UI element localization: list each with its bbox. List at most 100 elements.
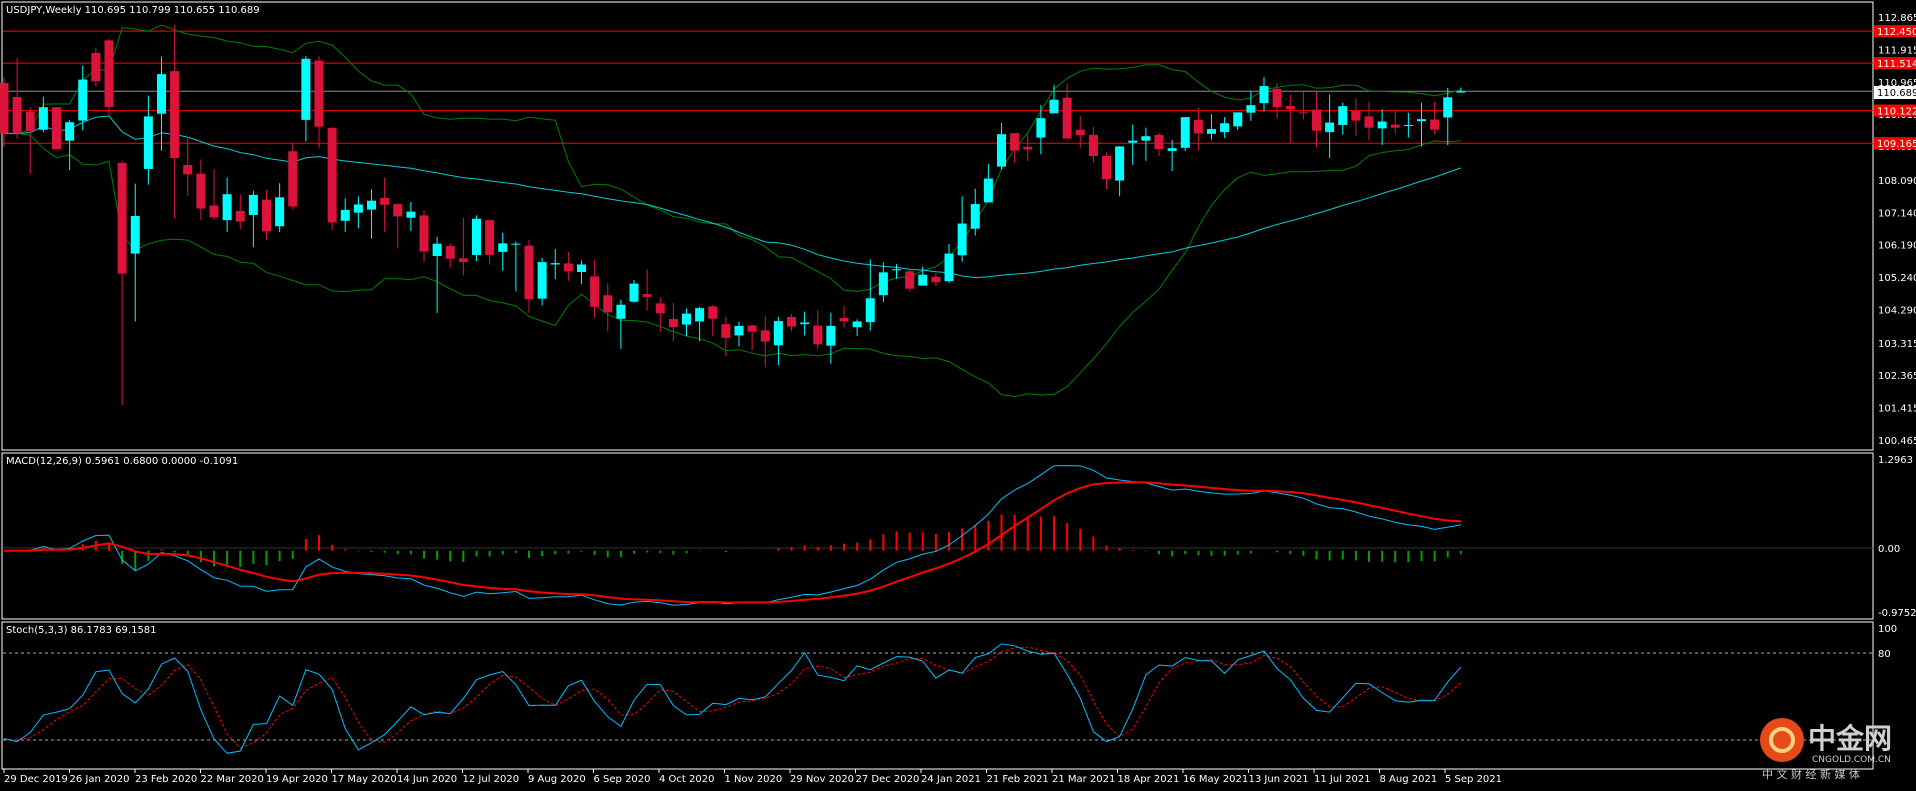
candle-body: [892, 269, 901, 271]
candle-body: [1062, 97, 1072, 139]
price-tag-0: 112.450: [1877, 27, 1916, 38]
candle-body: [170, 71, 180, 159]
time-label-2: 23 Feb 2020: [135, 774, 197, 785]
candle-body: [787, 317, 796, 327]
candle-body: [537, 262, 547, 299]
price-axis: 112.865111.915110.965110.015109.090108.0…: [1878, 13, 1916, 447]
candle-body: [878, 272, 888, 296]
time-label-3: 22 Mar 2020: [201, 774, 264, 785]
candle-body: [353, 204, 363, 213]
time-label-4: 19 Apr 2020: [266, 774, 328, 785]
time-label-19: 13 Jun 2021: [1249, 774, 1309, 785]
bollinger-lower: [4, 133, 1461, 398]
symbol-info-label: USDJPY,Weekly 110.695 110.799 110.655 11…: [6, 5, 260, 16]
candle-body: [143, 116, 153, 169]
candle-body: [485, 220, 495, 255]
candle-body: [1088, 134, 1098, 157]
price-tag-bg-2: [1874, 104, 1916, 117]
candle-body: [222, 194, 232, 221]
time-label-5: 17 May 2020: [332, 774, 397, 785]
candle-body: [65, 122, 75, 141]
candle-body: [301, 58, 311, 120]
candle-body: [314, 60, 324, 127]
bollinger-upper: [4, 24, 1462, 292]
candle-body: [1377, 121, 1387, 129]
candle-body: [209, 205, 219, 218]
macd-level-top: 1.2963: [1878, 455, 1913, 466]
time-label-10: 4 Oct 2020: [659, 774, 714, 785]
candle-body: [865, 298, 875, 323]
price-level-13: 100.465: [1878, 436, 1916, 447]
time-label-7: 12 Jul 2020: [463, 774, 520, 785]
candle-body: [52, 107, 61, 150]
candle-body: [1036, 118, 1046, 138]
candle-body: [498, 243, 508, 252]
candle-body: [682, 313, 691, 325]
price-tag-2: 110.122: [1877, 107, 1916, 118]
candle-body: [603, 295, 613, 313]
candle-body: [1220, 123, 1230, 133]
candle-body: [406, 211, 416, 218]
cngold-logo-icon: [1760, 718, 1804, 762]
price-tag-3: 109.165: [1877, 139, 1916, 150]
candle-body: [983, 178, 993, 203]
candle-body: [1272, 88, 1282, 108]
candle-body: [1128, 140, 1138, 143]
candle-body: [117, 162, 127, 274]
candle-body: [1443, 97, 1453, 118]
price-level-2: 110.965: [1878, 78, 1916, 89]
candle-body: [708, 306, 718, 319]
stoch-level-100: 100: [1878, 624, 1897, 635]
price-tags: 112.450 111.514 110.122 109.165: [1874, 25, 1916, 150]
time-axis: 29 Dec 2019 26 Jan 2020 23 Feb 2020 22 Mar …: [3, 769, 1502, 785]
price-level-7: 106.190: [1878, 241, 1916, 252]
candle-body: [1298, 112, 1308, 114]
candle-body: [196, 173, 206, 209]
candle-body: [1193, 119, 1203, 134]
candle-body: [1259, 86, 1269, 104]
candle-body: [1403, 124, 1413, 126]
candle-body: [248, 194, 258, 216]
bollinger-bands: [4, 24, 1462, 398]
candle-body: [157, 74, 166, 114]
candle-body: [419, 215, 429, 252]
price-tag-1: 111.514: [1877, 59, 1916, 70]
candle-body: [1430, 119, 1440, 130]
time-label-12: 29 Nov 2020: [790, 774, 854, 785]
candle-body: [367, 200, 376, 210]
time-label-11: 1 Nov 2020: [725, 774, 783, 785]
time-label-21: 8 Aug 2021: [1380, 774, 1438, 785]
time-label-13: 27 Dec 2020: [856, 774, 920, 785]
candle-body: [12, 96, 22, 134]
price-level-0: 112.865: [1878, 13, 1916, 24]
candle-body: [695, 308, 705, 322]
time-label-1: 26 Jan 2020: [70, 774, 130, 785]
time-label-17: 18 Apr 2021: [1118, 774, 1180, 785]
candle-body: [826, 325, 836, 346]
candle-body: [288, 151, 298, 207]
macd-histogram: [29, 514, 1462, 571]
candle-body: [327, 128, 337, 223]
price-level-9: 104.290: [1878, 306, 1916, 317]
candle-body: [931, 276, 941, 283]
watermark-subtitle: 中 文 财 经 新 媒 体: [1762, 767, 1860, 781]
candle-body: [130, 216, 140, 254]
moving-average: [4, 115, 1462, 279]
price-level-1: 111.915: [1878, 45, 1916, 56]
candle-body: [800, 322, 810, 325]
candle-body: [1233, 112, 1243, 127]
candle-body: [104, 40, 114, 107]
candle-body: [25, 111, 35, 131]
stoch-panel-frame: [1, 621, 1874, 770]
candle-body: [262, 199, 271, 232]
candle-body: [760, 330, 770, 342]
candle-body: [91, 52, 101, 82]
candle-body: [472, 218, 481, 255]
candle-body: [1010, 133, 1020, 151]
watermark-brand: 中金网: [1808, 722, 1892, 755]
macd-line: [4, 465, 1461, 606]
candle-body: [1312, 109, 1321, 131]
price-level-8: 105.240: [1878, 273, 1916, 284]
candle-body: [997, 134, 1006, 167]
